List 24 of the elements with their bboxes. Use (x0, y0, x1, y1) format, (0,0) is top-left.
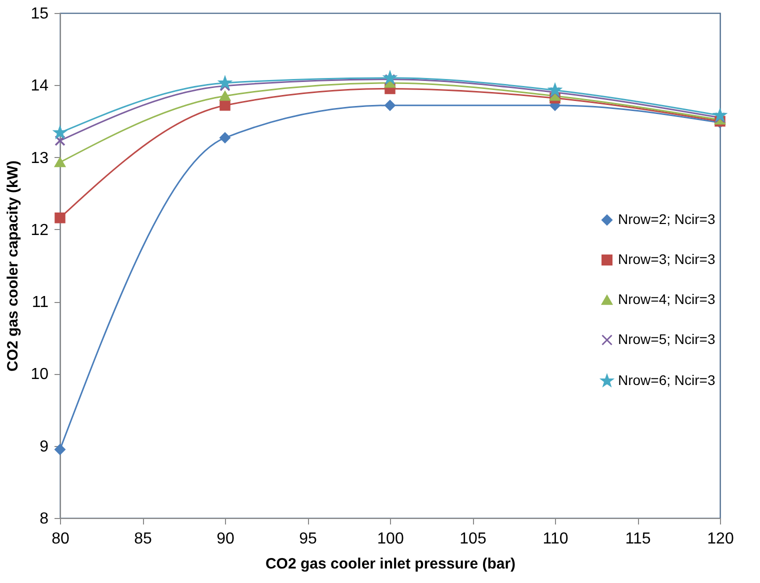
x-tick-label: 90 (216, 530, 234, 548)
y-tick-label: 9 (40, 438, 49, 456)
legend-label: Nrow=6; Ncir=3 (618, 372, 716, 388)
x-tick-label: 95 (299, 530, 317, 548)
y-tick-label: 14 (30, 78, 49, 95)
y-tick-label: 8 (40, 510, 49, 528)
x-tick-label: 80 (52, 530, 70, 548)
x-tick-label: 115 (625, 530, 651, 548)
x-axis-title: CO2 gas cooler inlet pressure (bar) (265, 556, 516, 572)
y-tick-label: 12 (30, 222, 49, 239)
x-tick-label: 85 (134, 530, 152, 548)
x-tick-label: 105 (460, 530, 486, 548)
legend-label: Nrow=2; Ncir=3 (618, 211, 716, 227)
y-tick-label: 13 (30, 150, 49, 167)
x-tick-label: 100 (377, 530, 404, 548)
legend-label: Nrow=3; Ncir=3 (618, 251, 716, 267)
y-tick-label: 10 (30, 366, 49, 384)
y-tick-label: 11 (32, 294, 49, 312)
y-axis-title: CO2 gas cooler capacity (kW) (4, 160, 22, 372)
y-tick-label: 15 (30, 6, 49, 22)
legend-label: Nrow=5; Ncir=3 (618, 331, 716, 347)
x-tick-label: 110 (542, 530, 568, 548)
x-tick-label: 120 (707, 530, 734, 548)
legend-label: Nrow=4; Ncir=3 (618, 291, 716, 307)
